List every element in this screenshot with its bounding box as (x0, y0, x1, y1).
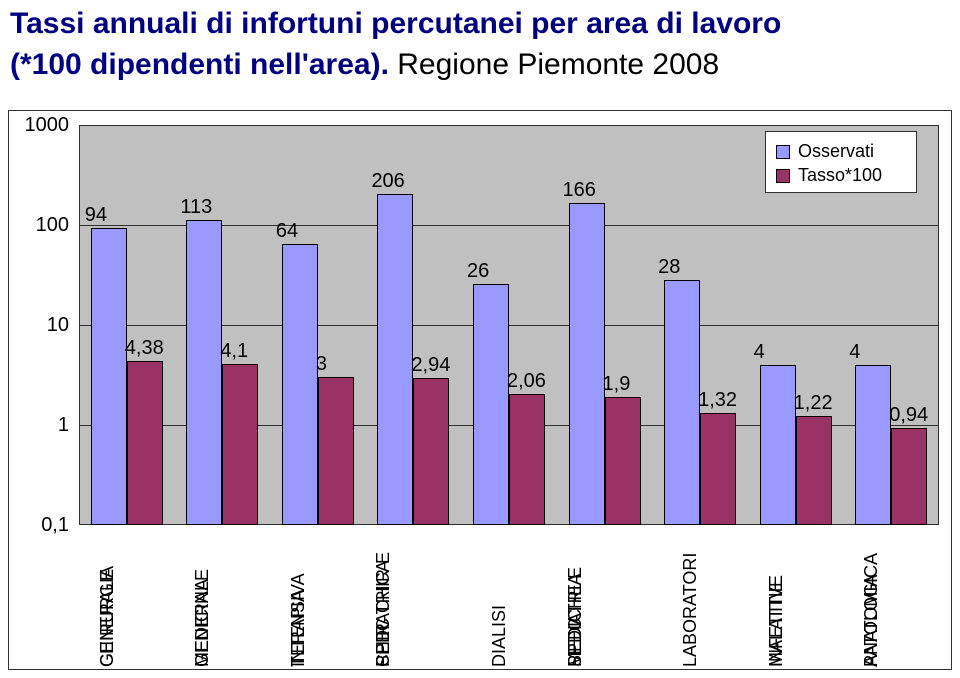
bar-osservati (664, 280, 700, 525)
bar-label-osservati: 4 (754, 341, 765, 364)
bar-tasso (318, 377, 354, 525)
bar-label-osservati: 28 (658, 256, 680, 279)
page-title: Tassi annuali di infortuni percutanei pe… (0, 0, 960, 85)
legend-row: Osservati (776, 141, 906, 162)
y-tick-label: 100 (9, 214, 69, 237)
bar-tasso (413, 378, 449, 525)
legend-label: Osservati (798, 141, 874, 162)
legend: Osservati Tasso*100 (765, 131, 917, 193)
bar-osservati (186, 220, 222, 525)
bar-tasso (891, 428, 927, 525)
bar-label-osservati: 113 (180, 196, 212, 219)
bar-osservati (760, 365, 796, 525)
bar-osservati (855, 365, 891, 525)
legend-label: Tasso*100 (798, 165, 882, 186)
bar-label-tasso: 1,9 (603, 373, 631, 396)
bar-label-tasso: 2,06 (507, 370, 546, 393)
bar-label-tasso: 1,22 (794, 392, 833, 415)
bar-label-osservati: 64 (276, 220, 298, 243)
y-tick-label: 1 (9, 414, 69, 437)
bar-label-tasso: 0,94 (889, 404, 928, 427)
bar-label-osservati: 4 (849, 341, 860, 364)
y-tick-label: 1000 (9, 114, 69, 137)
bar-osservati (473, 284, 509, 525)
bar-tasso (127, 361, 163, 525)
legend-swatch (776, 145, 790, 159)
bar-label-osservati: 94 (85, 204, 107, 227)
bar-tasso (700, 413, 736, 525)
legend-swatch (776, 169, 790, 183)
bar-label-osservati: 206 (371, 170, 404, 193)
y-tick-label: 0,1 (9, 514, 69, 537)
bar-label-tasso: 2,94 (411, 354, 450, 377)
bar-tasso (605, 397, 641, 525)
bar-label-osservati: 166 (563, 179, 596, 202)
bar-osservati (91, 228, 127, 525)
title-line2a: (*100 dipendenti nell'area). (10, 48, 397, 81)
bar-tasso (509, 394, 545, 525)
bar-label-tasso: 1,32 (698, 389, 737, 412)
title-line1: Tassi annuali di infortuni percutanei pe… (10, 7, 781, 40)
title-line2b: Regione Piemonte 2008 (397, 48, 719, 81)
bar-label-tasso: 4,1 (220, 340, 248, 363)
bar-osservati (569, 203, 605, 525)
bar-osservati (282, 244, 318, 525)
y-tick-label: 10 (9, 314, 69, 337)
chart-frame: 0,11101001000OsservatiTasso*100944,38CHI… (8, 110, 952, 670)
legend-row: Tasso*100 (776, 165, 906, 186)
bar-label-tasso: 3 (316, 353, 327, 376)
bar-label-osservati: 26 (467, 260, 489, 283)
bar-tasso (222, 364, 258, 525)
bar-osservati (377, 194, 413, 525)
bar-label-tasso: 4,38 (125, 337, 164, 360)
bar-tasso (796, 416, 832, 525)
